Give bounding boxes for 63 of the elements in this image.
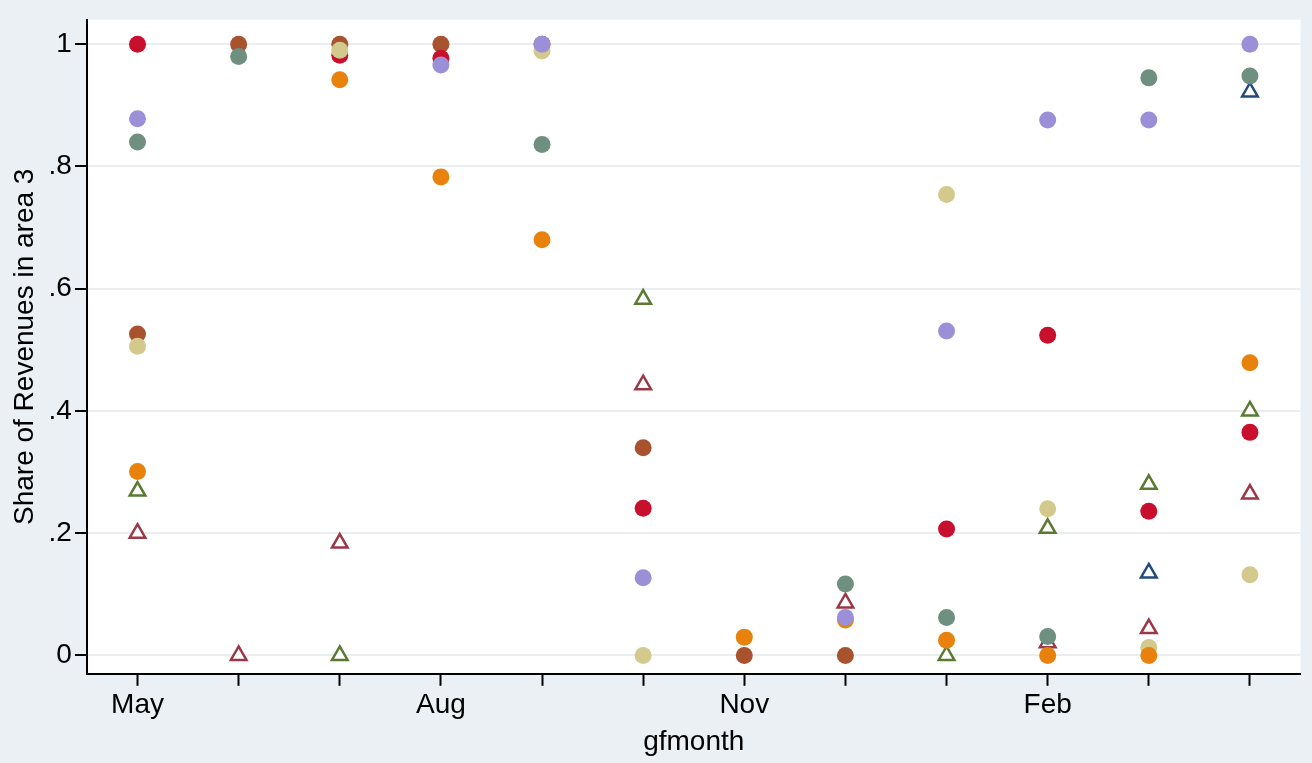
point (735, 628, 753, 646)
x-tick-label: Nov (719, 688, 770, 720)
point (1140, 502, 1158, 520)
point (533, 135, 551, 153)
y-tick-label: .6 (48, 271, 72, 303)
point (634, 646, 652, 664)
point (634, 499, 652, 517)
point (129, 462, 147, 480)
point (432, 35, 450, 53)
point (1240, 483, 1259, 500)
y-tick-label: .4 (48, 393, 72, 425)
point (1039, 111, 1057, 129)
point (634, 374, 653, 391)
x-tick-label: May (111, 688, 164, 720)
point (938, 186, 956, 204)
point (129, 337, 147, 355)
point (634, 569, 652, 587)
point (1241, 35, 1259, 53)
point (129, 133, 147, 151)
point (1140, 646, 1158, 664)
point (836, 592, 855, 609)
y-tick-label: .8 (48, 149, 72, 181)
point (1038, 518, 1057, 535)
point (432, 56, 450, 74)
x-tick-label: Aug (415, 688, 466, 720)
x-axis-title: gfmonth (643, 724, 745, 756)
point (1139, 474, 1158, 491)
point (1241, 566, 1259, 584)
point (1039, 326, 1057, 344)
point (330, 532, 349, 549)
point (938, 609, 956, 627)
point (938, 322, 956, 340)
y-axis-title: Share of Revenues in area 3 (7, 168, 39, 526)
point (432, 168, 450, 186)
point (634, 439, 652, 457)
point (1139, 618, 1158, 635)
point (938, 631, 956, 649)
point (938, 520, 956, 538)
point (129, 110, 147, 128)
y-tick-label: 1 (56, 26, 72, 58)
point (1140, 69, 1158, 87)
point (331, 41, 349, 59)
point (1240, 400, 1259, 417)
point (1039, 500, 1057, 518)
point (129, 35, 147, 53)
point (229, 645, 248, 662)
point (330, 645, 349, 662)
point (1241, 423, 1259, 441)
point (1241, 354, 1259, 372)
point (533, 231, 551, 249)
point (836, 575, 854, 593)
y-tick-label: .2 (48, 515, 72, 547)
y-tick-label: 0 (56, 638, 72, 670)
point (230, 47, 248, 65)
point (735, 646, 753, 664)
x-tick-label: Feb (1023, 688, 1072, 720)
point (1241, 67, 1259, 85)
point (1139, 562, 1158, 579)
point (1039, 646, 1057, 664)
point (1140, 111, 1158, 129)
point (331, 71, 349, 89)
point (836, 646, 854, 664)
point (128, 480, 147, 497)
